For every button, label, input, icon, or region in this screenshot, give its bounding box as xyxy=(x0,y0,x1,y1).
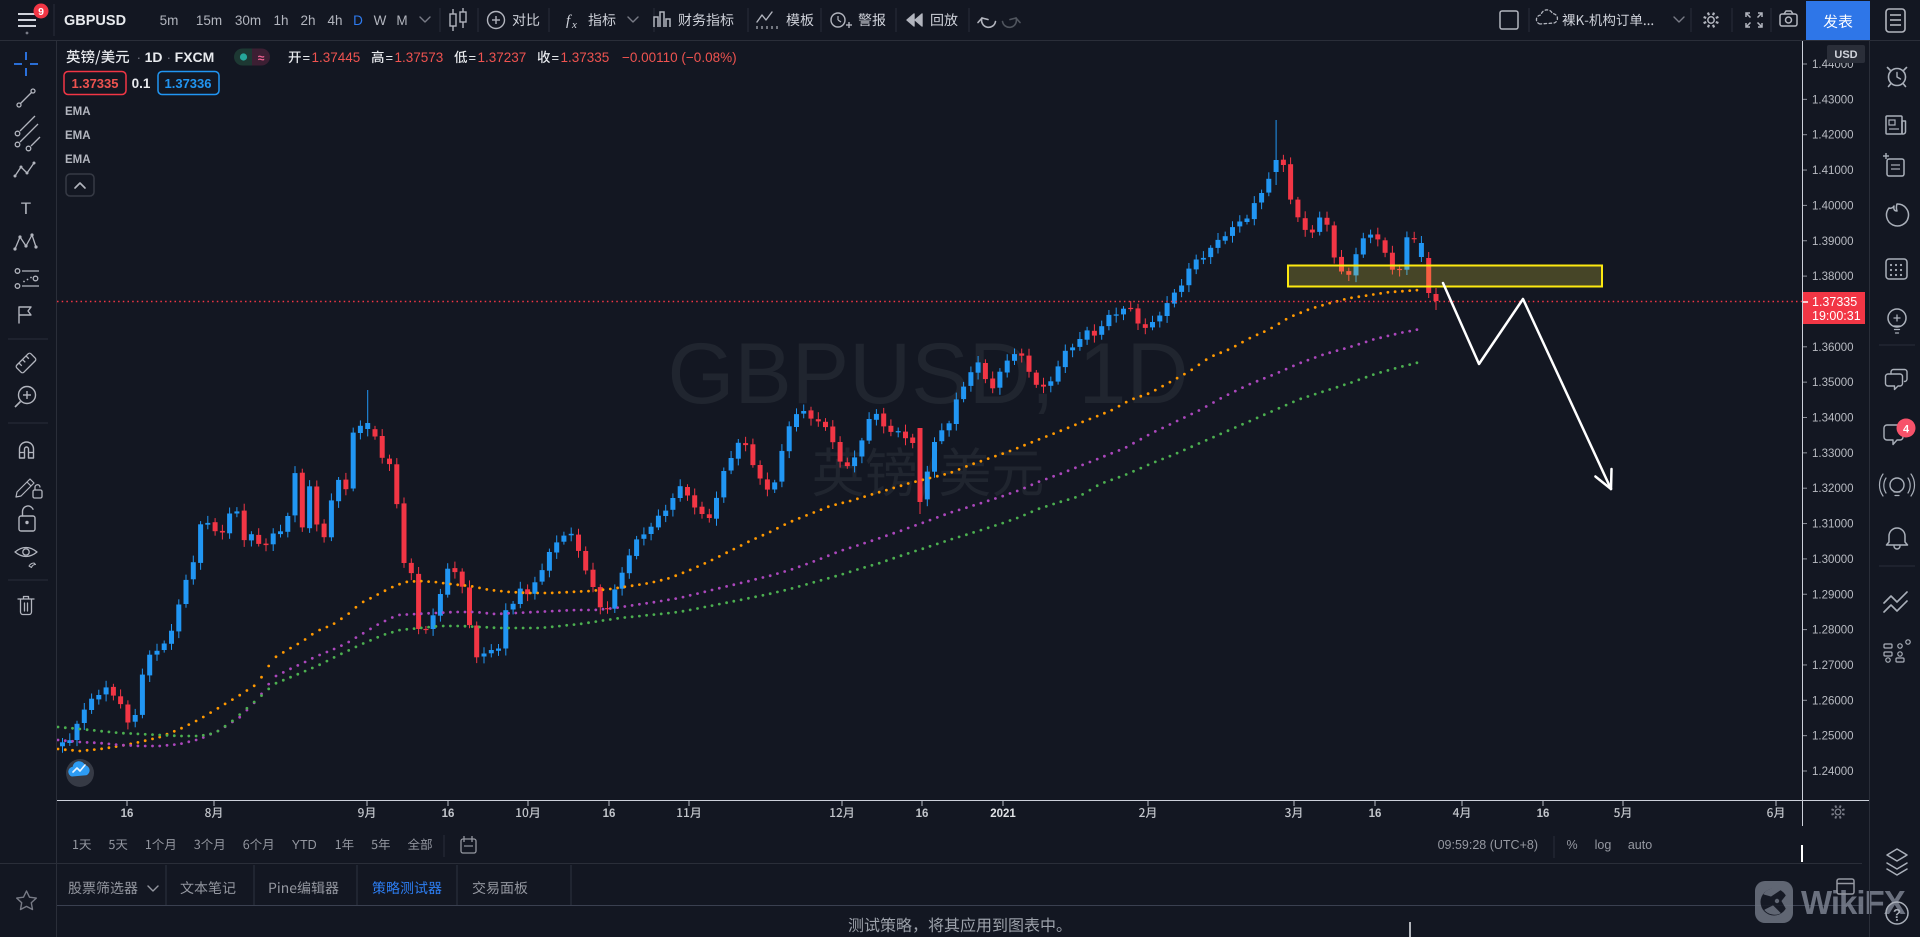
svg-text:1.26000: 1.26000 xyxy=(1812,695,1854,707)
svg-text:1.43000: 1.43000 xyxy=(1812,94,1854,106)
svg-text:1.37336: 1.37336 xyxy=(165,76,212,91)
svg-text:=: = xyxy=(469,50,477,65)
svg-text:USD: USD xyxy=(1834,49,1857,61)
svg-text:=: = xyxy=(386,50,394,65)
svg-text:·: · xyxy=(137,50,141,65)
svg-text:1.41000: 1.41000 xyxy=(1812,165,1854,177)
svg-text:1.24000: 1.24000 xyxy=(1812,766,1854,778)
svg-text:log: log xyxy=(1595,838,1612,852)
svg-text:1h: 1h xyxy=(273,13,288,28)
svg-text:0.1: 0.1 xyxy=(132,76,151,91)
svg-text:FXCM: FXCM xyxy=(175,49,215,65)
svg-text:09:59:28 (UTC+8): 09:59:28 (UTC+8) xyxy=(1438,838,1538,852)
svg-text:19:00:31: 19:00:31 xyxy=(1812,309,1861,323)
svg-text:16: 16 xyxy=(1369,808,1382,820)
svg-text:9: 9 xyxy=(38,6,44,18)
svg-text:5m: 5m xyxy=(160,13,179,28)
svg-text:W: W xyxy=(374,13,387,28)
svg-text:4: 4 xyxy=(1903,424,1910,436)
svg-text:1.35000: 1.35000 xyxy=(1812,377,1854,389)
svg-text:EMA: EMA xyxy=(65,130,91,142)
svg-text:1.40000: 1.40000 xyxy=(1812,200,1854,212)
svg-text:1.33000: 1.33000 xyxy=(1812,448,1854,460)
svg-text:1.36000: 1.36000 xyxy=(1812,342,1854,354)
svg-text:−0.00110 (−0.08%): −0.00110 (−0.08%) xyxy=(622,50,737,65)
svg-text:2h: 2h xyxy=(300,13,315,28)
svg-text:1.28000: 1.28000 xyxy=(1812,625,1854,637)
svg-text:·: · xyxy=(167,50,171,65)
svg-text:1D: 1D xyxy=(145,49,163,65)
svg-text:M: M xyxy=(396,13,407,28)
svg-text:EMA: EMA xyxy=(65,106,91,118)
svg-text:1.37335: 1.37335 xyxy=(1812,295,1857,309)
svg-text:GBPUSD: GBPUSD xyxy=(64,13,126,29)
svg-text:1.29000: 1.29000 xyxy=(1812,589,1854,601)
svg-text:4h: 4h xyxy=(327,13,342,28)
svg-text:1.38000: 1.38000 xyxy=(1812,271,1854,283)
svg-text:=: = xyxy=(303,50,311,65)
svg-text:%: % xyxy=(1566,838,1577,852)
svg-text:EMA: EMA xyxy=(65,154,91,166)
svg-text:16: 16 xyxy=(603,808,616,820)
svg-text:1.37445: 1.37445 xyxy=(312,50,361,65)
svg-text:D: D xyxy=(353,13,363,28)
svg-text:1.31000: 1.31000 xyxy=(1812,519,1854,531)
svg-text:=: = xyxy=(552,50,560,65)
svg-text:1.34000: 1.34000 xyxy=(1812,413,1854,425)
svg-text:2021: 2021 xyxy=(990,808,1016,820)
svg-text:16: 16 xyxy=(1537,808,1550,820)
svg-text:YTD: YTD xyxy=(292,838,317,852)
svg-text:1.25000: 1.25000 xyxy=(1812,731,1854,743)
svg-text:16: 16 xyxy=(916,808,929,820)
svg-text:1.39000: 1.39000 xyxy=(1812,236,1854,248)
svg-text:auto: auto xyxy=(1628,838,1652,852)
svg-text:1.30000: 1.30000 xyxy=(1812,554,1854,566)
svg-text:15m: 15m xyxy=(196,13,222,28)
svg-text:x: x xyxy=(571,19,577,31)
svg-text:30m: 30m xyxy=(235,13,261,28)
svg-text:1.37335: 1.37335 xyxy=(561,50,610,65)
svg-text:1.37335: 1.37335 xyxy=(72,76,119,91)
svg-text:1.37573: 1.37573 xyxy=(395,50,444,65)
svg-text:1.37237: 1.37237 xyxy=(478,50,527,65)
svg-text:?: ? xyxy=(1893,906,1901,921)
svg-text:GBPUSD, 1D: GBPUSD, 1D xyxy=(668,326,1189,422)
svg-text:16: 16 xyxy=(442,808,455,820)
svg-text:f: f xyxy=(566,13,572,29)
svg-text:≈: ≈ xyxy=(258,51,265,65)
svg-text:1.27000: 1.27000 xyxy=(1812,660,1854,672)
svg-text:T: T xyxy=(21,199,31,218)
svg-text:1.32000: 1.32000 xyxy=(1812,483,1854,495)
svg-text:16: 16 xyxy=(121,808,134,820)
svg-text:1.42000: 1.42000 xyxy=(1812,130,1854,142)
